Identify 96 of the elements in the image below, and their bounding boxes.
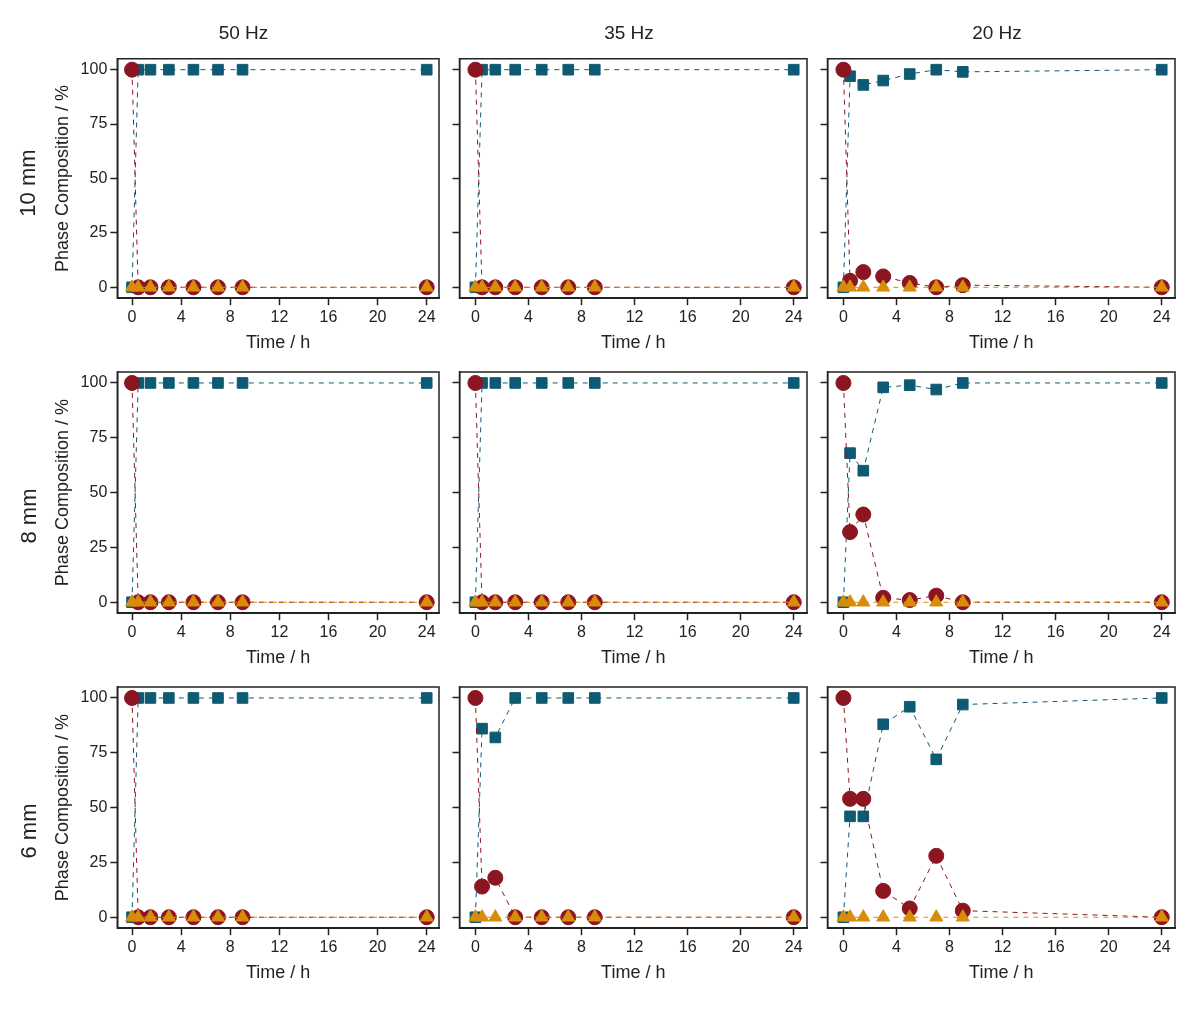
- x-tick-label: 0: [838, 938, 848, 956]
- y-tick-label: 50: [89, 798, 108, 816]
- x-tick-label: 20: [731, 623, 750, 641]
- x-tick-label: 8: [225, 938, 235, 956]
- x-tick-label: 8: [225, 308, 235, 326]
- x-axis-title: Time / h: [245, 962, 311, 983]
- x-tick-label: 24: [1152, 308, 1171, 326]
- x-tick-label: 4: [176, 938, 186, 956]
- x-axis-title: Time / h: [245, 332, 311, 353]
- x-tick-label: 8: [225, 623, 235, 641]
- x-tick-label: 20: [368, 938, 387, 956]
- x-tick-label: 4: [176, 623, 186, 641]
- x-tick-label: 4: [524, 308, 534, 326]
- x-tick-label: 0: [127, 623, 137, 641]
- x-tick-label: 24: [417, 938, 436, 956]
- x-tick-label: 24: [1152, 938, 1171, 956]
- x-tick-label: 12: [993, 308, 1012, 326]
- x-tick-label: 24: [417, 308, 436, 326]
- y-axis-title: Phase Composition / %: [51, 714, 72, 902]
- y-tick-label: 100: [80, 373, 108, 391]
- x-tick-label: 12: [993, 938, 1012, 956]
- x-tick-label: 20: [1099, 308, 1118, 326]
- x-tick-label: 8: [945, 938, 955, 956]
- x-tick-label: 0: [838, 623, 848, 641]
- x-tick-label: 16: [319, 938, 338, 956]
- x-tick-label: 20: [731, 938, 750, 956]
- x-tick-label: 24: [1152, 623, 1171, 641]
- x-tick-label: 12: [625, 623, 644, 641]
- x-tick-label: 16: [1046, 938, 1065, 956]
- y-tick-label: 50: [89, 168, 108, 186]
- y-tick-label: 0: [98, 592, 108, 610]
- x-tick-label: 20: [368, 623, 387, 641]
- x-tick-label: 16: [319, 308, 338, 326]
- x-axis-title: Time / h: [601, 332, 666, 353]
- x-tick-label: 8: [577, 623, 587, 641]
- x-tick-label: 0: [470, 308, 480, 326]
- text: 10 mm: [15, 149, 41, 217]
- x-tick-label: 16: [678, 938, 697, 956]
- x-tick-label: 16: [678, 308, 697, 326]
- x-tick-label: 8: [577, 308, 587, 326]
- y-tick-label: 75: [89, 114, 108, 132]
- x-tick-label: 20: [1099, 623, 1118, 641]
- x-tick-label: 16: [1046, 308, 1065, 326]
- x-tick-label: 4: [892, 938, 902, 956]
- x-tick-label: 0: [127, 938, 137, 956]
- x-axis-title: Time / h: [601, 647, 666, 668]
- x-tick-label: 20: [731, 308, 750, 326]
- y-tick-label: 0: [98, 907, 108, 925]
- y-tick-label: 25: [89, 537, 108, 555]
- x-tick-label: 4: [892, 623, 902, 641]
- x-tick-label: 16: [319, 623, 338, 641]
- x-tick-label: 24: [417, 623, 436, 641]
- y-tick-label: 100: [80, 688, 108, 706]
- x-tick-label: 24: [784, 308, 803, 326]
- x-axis-title: Time / h: [245, 647, 311, 668]
- x-tick-label: 12: [270, 938, 289, 956]
- x-tick-label: 4: [892, 308, 902, 326]
- x-tick-label: 0: [838, 308, 848, 326]
- x-axis-title: Time / h: [969, 647, 1034, 668]
- y-tick-label: 100: [80, 60, 108, 78]
- x-tick-label: 0: [470, 938, 480, 956]
- x-tick-label: 12: [625, 308, 644, 326]
- x-tick-label: 4: [524, 938, 534, 956]
- x-tick-label: 12: [270, 623, 289, 641]
- x-tick-label: 8: [577, 938, 587, 956]
- x-tick-label: 20: [368, 308, 387, 326]
- x-tick-label: 16: [678, 623, 697, 641]
- y-tick-label: 75: [89, 743, 108, 761]
- x-tick-label: 20: [1099, 938, 1118, 956]
- y-tick-label: 75: [89, 428, 108, 446]
- chart-title: 35 Hz: [604, 21, 654, 43]
- y-tick-label: 0: [98, 277, 108, 295]
- chart-title: 50 Hz: [218, 21, 269, 43]
- x-tick-label: 24: [784, 938, 803, 956]
- x-axis-title: Time / h: [969, 332, 1034, 353]
- y-axis-title: Phase Composition / %: [51, 84, 72, 273]
- x-tick-label: 12: [270, 308, 289, 326]
- x-axis-title: Time / h: [969, 962, 1034, 983]
- chart-title: 20 Hz: [972, 21, 1022, 43]
- x-tick-label: 16: [1046, 623, 1065, 641]
- x-tick-label: 12: [993, 623, 1012, 641]
- x-tick-label: 4: [524, 623, 534, 641]
- x-tick-label: 8: [945, 308, 955, 326]
- x-tick-label: 4: [176, 308, 186, 326]
- y-tick-label: 25: [89, 223, 108, 241]
- text: 6 mm: [15, 803, 41, 858]
- x-tick-label: 8: [945, 623, 955, 641]
- y-tick-label: 50: [89, 483, 108, 501]
- text: 8 mm: [15, 488, 41, 543]
- x-axis-title: Time / h: [601, 962, 666, 983]
- x-tick-label: 12: [625, 938, 644, 956]
- x-tick-label: 0: [127, 308, 137, 326]
- x-tick-label: 0: [470, 623, 480, 641]
- y-axis-title: Phase Composition / %: [51, 399, 72, 587]
- y-tick-label: 25: [89, 852, 108, 870]
- x-tick-label: 24: [784, 623, 803, 641]
